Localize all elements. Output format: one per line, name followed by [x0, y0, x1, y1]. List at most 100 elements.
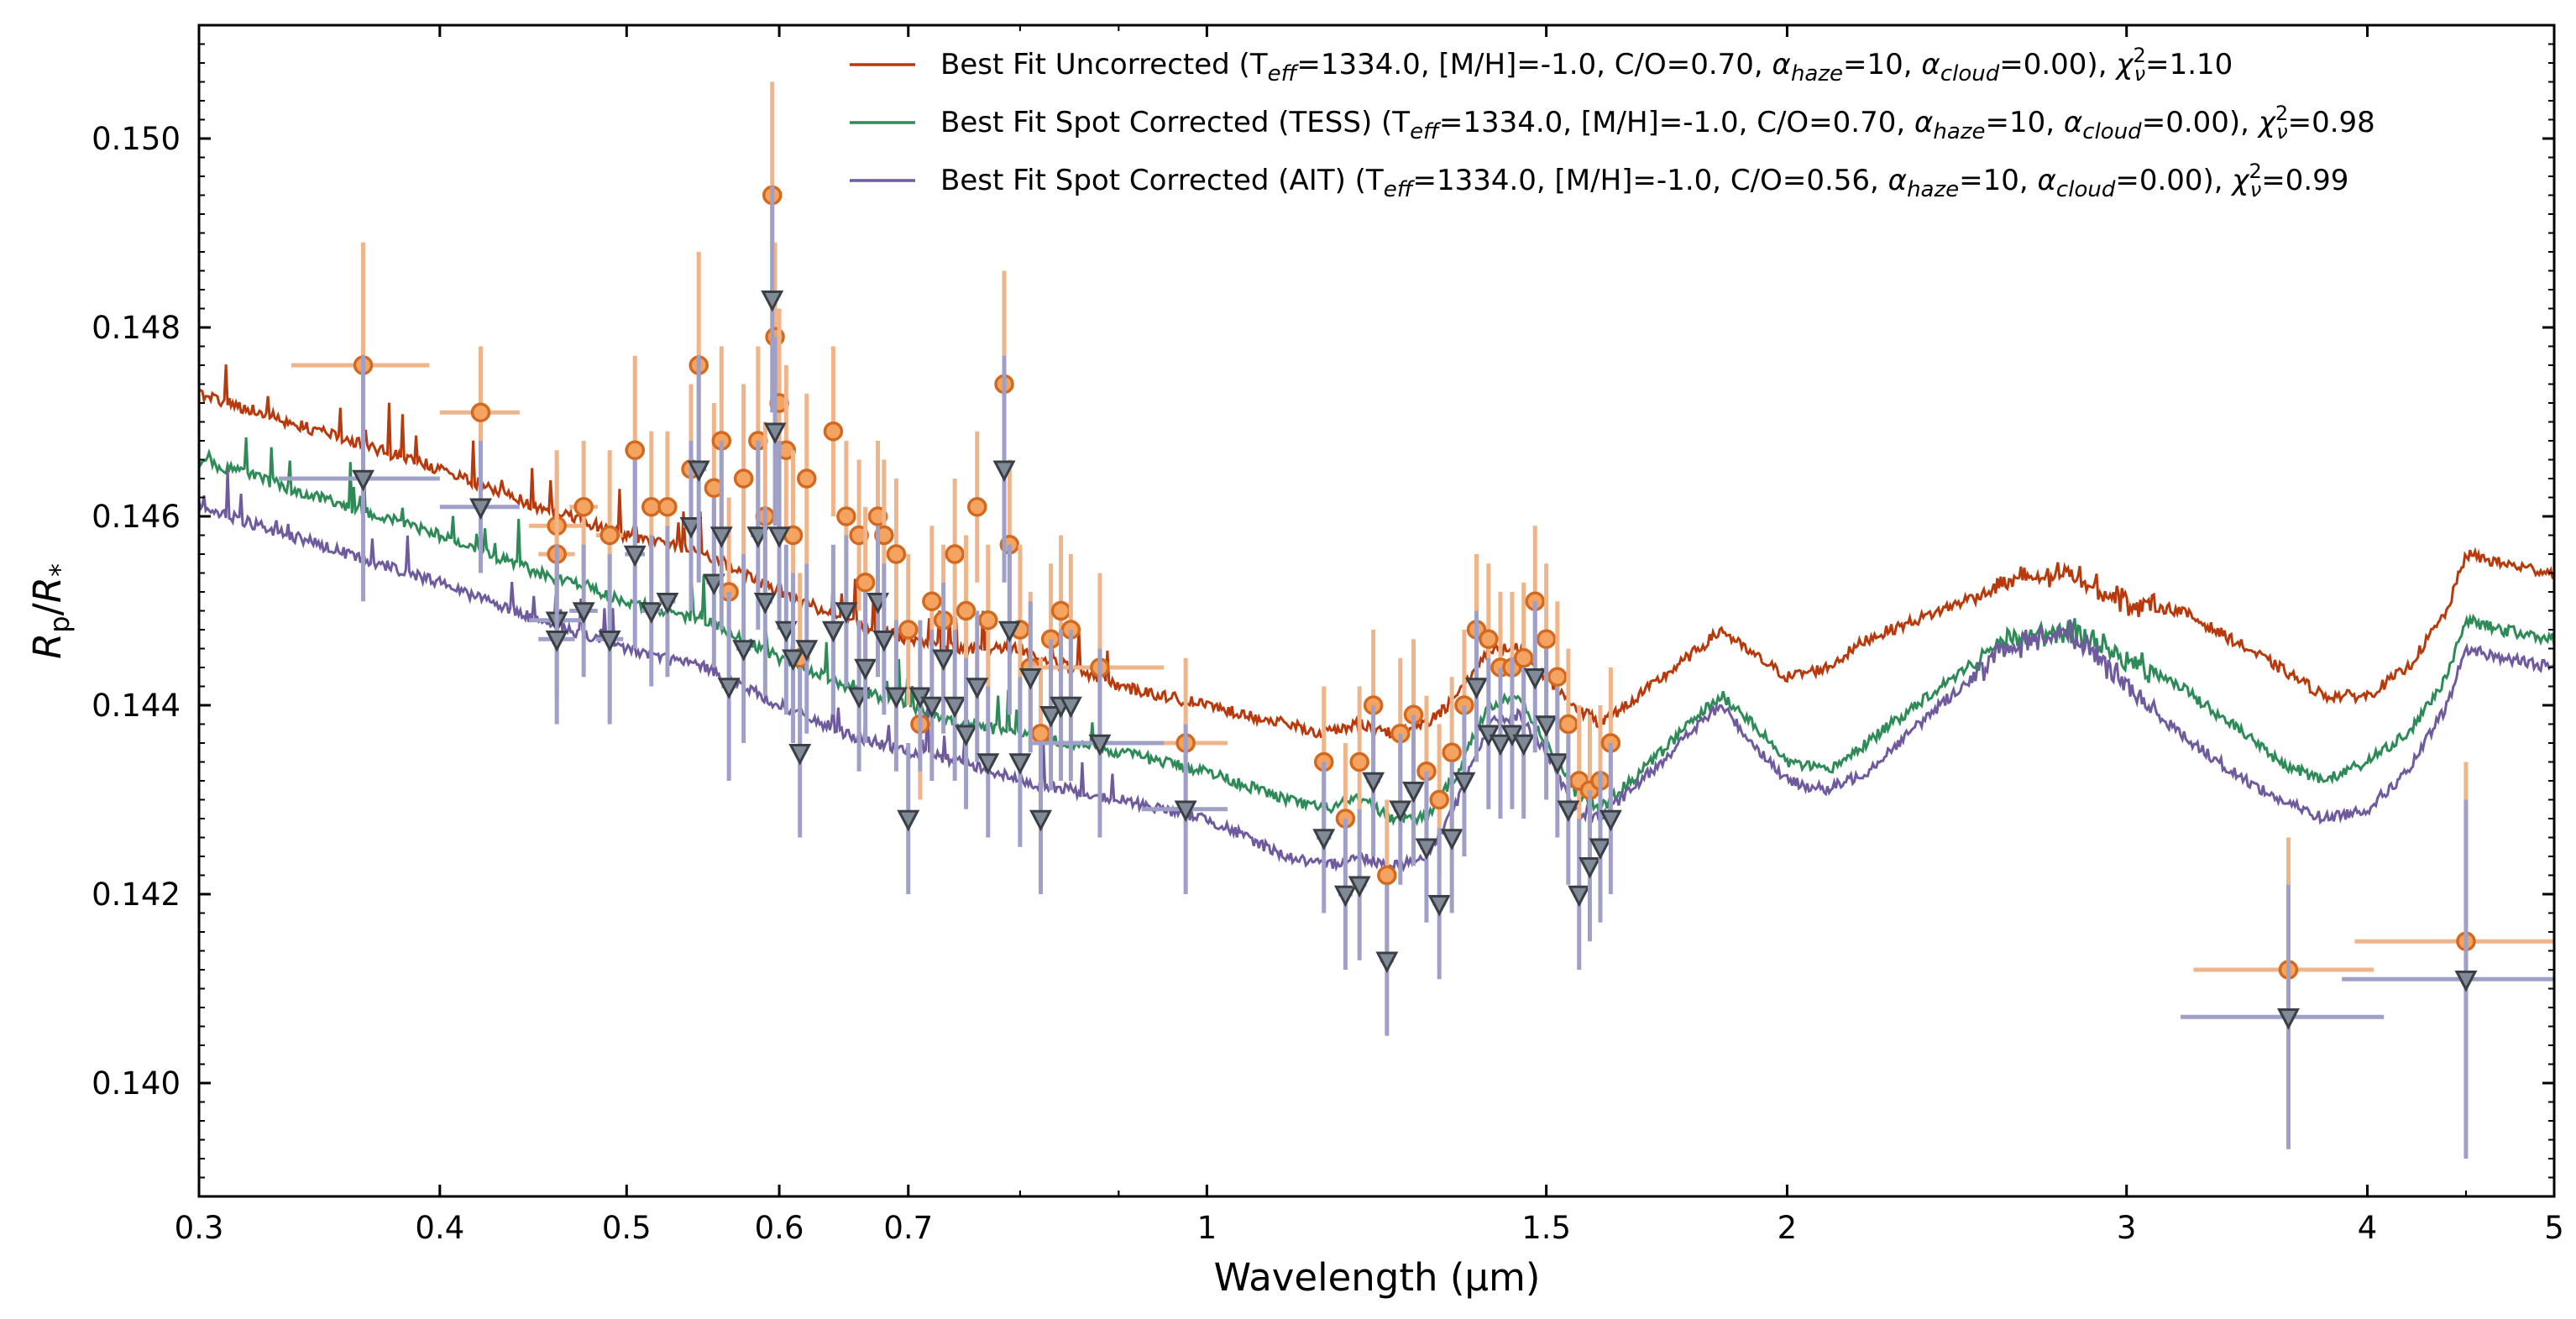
legend-label-3: Best Fit Spot Corrected (AIT) (Teff=1334… — [940, 160, 2348, 202]
data-point — [1375, 951, 1399, 974]
data-point — [1546, 753, 1569, 775]
x-tick-label: 4 — [2358, 1210, 2378, 1246]
x-tick-label: 3 — [2117, 1210, 2137, 1246]
data-point — [702, 573, 725, 596]
data-point — [1088, 734, 1112, 756]
data-point — [753, 592, 777, 615]
y-tick-label: 0.148 — [92, 310, 181, 346]
data-point — [1389, 800, 1412, 823]
data-point — [1523, 667, 1547, 690]
data-point — [761, 290, 784, 312]
data-point — [1008, 753, 1032, 775]
data-point — [623, 545, 647, 568]
data-point — [966, 678, 989, 699]
x-tick-label: 1.5 — [1521, 1210, 1571, 1246]
data-point — [1377, 865, 1397, 886]
data-point — [545, 630, 568, 652]
data-point — [470, 402, 491, 422]
data-point — [920, 696, 944, 719]
data-point — [679, 516, 703, 539]
model-curve-2 — [197, 437, 2556, 828]
data-point — [709, 526, 733, 548]
x-tick-label: 0.5 — [602, 1210, 652, 1246]
data-point — [855, 573, 876, 593]
data-point — [732, 640, 756, 662]
data-point — [717, 678, 741, 699]
data-point — [1479, 629, 1499, 649]
data-point — [598, 630, 621, 652]
data-point — [573, 497, 594, 517]
data-points — [279, 81, 2554, 1159]
y-tick-label: 0.142 — [92, 877, 181, 913]
data-point — [1429, 789, 1449, 810]
data-point — [657, 497, 678, 517]
data-point — [956, 600, 976, 621]
data-point — [625, 440, 645, 460]
data-point — [640, 602, 663, 624]
x-tick-label: 5 — [2544, 1210, 2564, 1246]
data-point — [1453, 772, 1476, 794]
x-tick-label: 0.4 — [415, 1210, 464, 1246]
data-point — [767, 526, 791, 548]
data-point — [687, 460, 710, 483]
data-point — [1059, 696, 1082, 719]
data-point — [897, 809, 920, 832]
data-point — [1039, 705, 1063, 728]
data-point — [733, 468, 754, 489]
y-tick-label: 0.146 — [92, 499, 181, 535]
data-point — [1535, 715, 1558, 737]
data-point — [955, 725, 978, 747]
data-point — [1512, 734, 1536, 756]
data-point — [1030, 724, 1051, 744]
y-tick-label: 0.140 — [92, 1065, 181, 1102]
data-point — [1312, 829, 1336, 851]
data-point — [1558, 714, 1579, 735]
x-tick-label: 1 — [1197, 1210, 1217, 1246]
data-point — [1174, 800, 1197, 823]
x-tick-label: 2 — [1778, 1210, 1798, 1246]
data-point — [823, 421, 844, 442]
x-tick-label: 0.3 — [175, 1210, 224, 1246]
data-point — [932, 649, 956, 672]
data-point — [1333, 885, 1357, 908]
data-point — [922, 591, 942, 611]
data-point — [352, 469, 375, 492]
data-point — [1568, 885, 1591, 908]
axis-tick-labels: 0.3 0.4 0.5 0.6 0.7 1 1.5 2 3 4 5 0.140 0.142 0.144 0.… — [92, 121, 2564, 1246]
x-tick-label: 0.6 — [755, 1210, 804, 1246]
data-point — [788, 743, 812, 766]
data-point — [1536, 629, 1557, 649]
model-curve-3 — [197, 469, 2556, 877]
data-point — [1547, 667, 1568, 687]
data-point — [746, 526, 770, 548]
data-point — [763, 422, 787, 445]
data-point — [1557, 800, 1580, 823]
model-curve-1 — [198, 364, 2555, 739]
data-point — [976, 753, 1000, 775]
data-point — [836, 506, 856, 526]
data-point — [898, 620, 919, 640]
data-point — [967, 497, 987, 517]
legend: Best Fit Uncorrected (Teff=1334.0, [M/H]… — [850, 44, 2375, 202]
data-point — [1465, 678, 1488, 699]
data-point — [884, 687, 908, 709]
data-point — [774, 620, 798, 643]
data-point — [943, 696, 966, 719]
model-curves — [197, 364, 2556, 877]
data-point — [1513, 648, 1534, 668]
data-point — [997, 620, 1021, 643]
legend-label-2: Best Fit Spot Corrected (TESS) (Teff=133… — [940, 102, 2375, 144]
data-point — [1489, 734, 1512, 756]
data-point — [1578, 856, 1601, 879]
data-point — [1442, 742, 1462, 762]
data-point — [835, 602, 858, 624]
data-point — [641, 497, 662, 517]
x-tick-label: 0.7 — [883, 1210, 933, 1246]
data-point — [1599, 809, 1622, 832]
data-point — [1402, 781, 1425, 803]
data-point — [886, 544, 907, 564]
data-point — [992, 460, 1016, 483]
data-point — [572, 602, 595, 624]
